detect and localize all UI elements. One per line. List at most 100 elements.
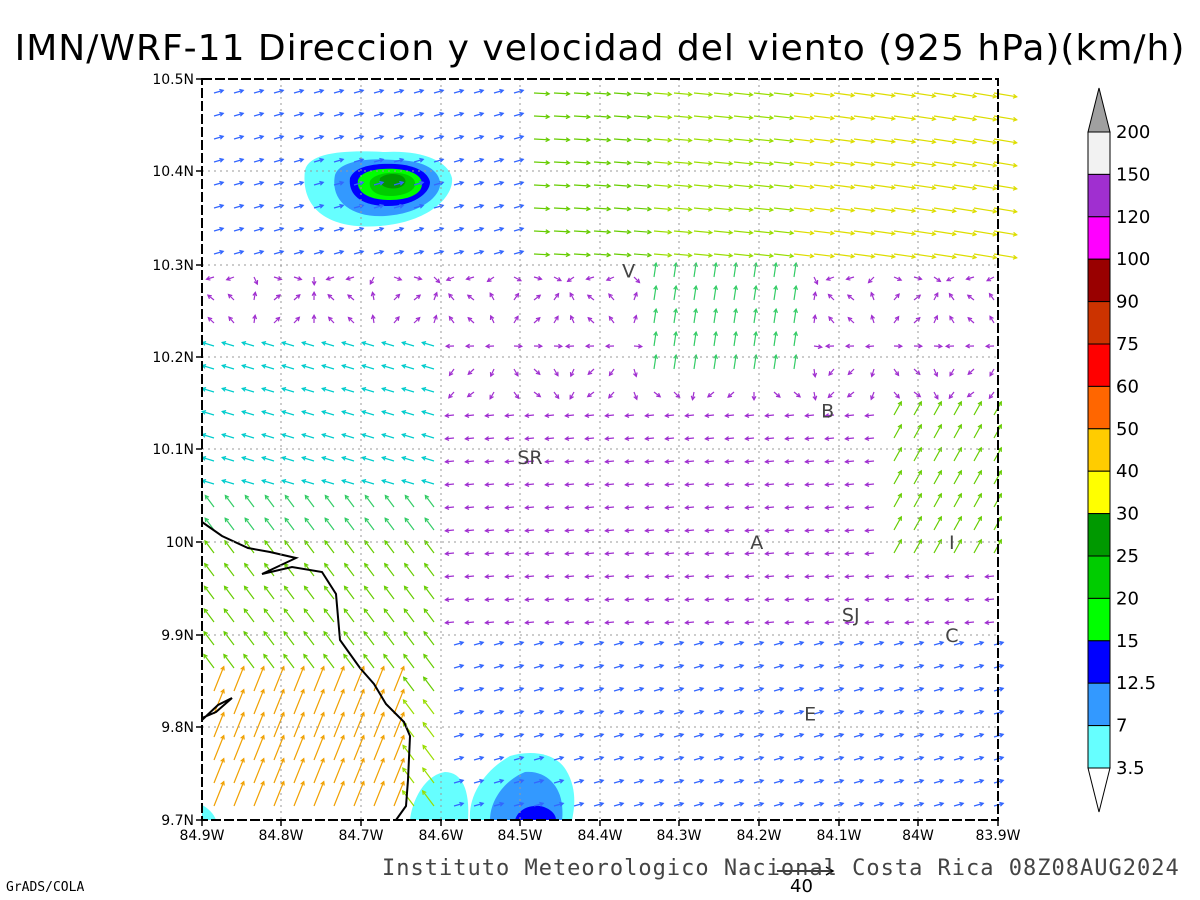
wind-arrow (833, 663, 845, 669)
wind-arrow (364, 517, 375, 531)
wind-arrow (913, 368, 921, 376)
wind-arrow (944, 620, 955, 625)
wind-arrow (844, 551, 855, 556)
wind-arrow (733, 207, 754, 213)
colorbar-label: 150 (1116, 164, 1150, 185)
wind-arrow (673, 91, 693, 97)
wind-arrow (944, 343, 955, 349)
wind-arrow (313, 780, 325, 807)
wind-arrow (653, 330, 659, 347)
wind-arrow (953, 230, 978, 237)
wind-arrow (333, 734, 345, 761)
wind-arrow (453, 111, 465, 117)
wind-arrow (453, 203, 465, 209)
wind-arrow (493, 801, 505, 807)
wind-arrow (201, 364, 215, 370)
wind-arrow (613, 91, 632, 97)
wind-arrow (913, 663, 925, 669)
wind-arrow (933, 161, 957, 168)
wind-arrow (383, 653, 395, 669)
wind-arrow (753, 307, 759, 324)
wind-arrow (893, 801, 905, 807)
wind-arrow (273, 134, 285, 140)
wind-arrow (233, 180, 245, 186)
wind-arrow (693, 778, 705, 784)
wind-arrow (553, 252, 571, 258)
wind-arrow (653, 284, 659, 301)
wind-arrow (513, 709, 525, 715)
wind-arrow (973, 755, 985, 761)
wind-arrow (253, 180, 265, 186)
wind-arrow (664, 436, 675, 441)
wind-arrow (273, 711, 285, 738)
wind-arrow (513, 686, 525, 692)
wind-arrow (484, 505, 495, 510)
wind-arrow (293, 157, 305, 163)
colorbar-swatch (1087, 682, 1111, 727)
wind-arrow (733, 138, 754, 144)
city-label: B (821, 401, 834, 423)
wind-arrow (321, 364, 335, 370)
wind-arrow (433, 111, 445, 117)
wind-arrow (213, 665, 225, 692)
wind-arrow (553, 183, 571, 189)
wind-arrow (653, 229, 673, 235)
wind-arrow (933, 686, 945, 692)
wind-arrow (704, 459, 715, 464)
wind-arrow (704, 620, 715, 625)
wind-arrow (664, 482, 675, 487)
wind-arrow (833, 732, 845, 738)
wind-arrow (804, 597, 815, 602)
wind-arrow (673, 114, 693, 120)
colorbar-label: 12.5 (1116, 673, 1156, 694)
wind-arrow (824, 459, 835, 464)
wind-arrow (433, 249, 445, 255)
wind-arrow (873, 663, 885, 669)
wind-arrow (264, 494, 275, 508)
city-label: E (804, 703, 816, 725)
wind-arrow (733, 640, 745, 646)
wind-arrow (633, 137, 653, 143)
latitude-labels: 10.5N 10.4N 10.3N 10.2N 10.1N 10N 9.9N 9… (152, 72, 194, 829)
wind-arrow (413, 134, 425, 140)
wind-arrow (504, 574, 515, 579)
wind-arrow (744, 620, 755, 625)
wind-arrow (341, 433, 355, 439)
wind-arrow (733, 801, 745, 807)
wind-arrow (744, 551, 755, 556)
wind-arrow (573, 206, 592, 212)
wind-arrow (223, 562, 235, 577)
wind-arrow (484, 597, 495, 602)
wind-arrow (252, 314, 258, 324)
wind-arrow (624, 528, 635, 533)
wind-arrow (653, 732, 665, 738)
wind-arrow (953, 538, 962, 554)
wind-arrow (724, 436, 735, 441)
wind-arrow (533, 755, 545, 761)
wind-arrow (243, 653, 255, 669)
wind-arrow (383, 608, 395, 623)
wind-arrow (533, 183, 551, 189)
wind-arrow (347, 294, 355, 301)
wind-arrow (493, 663, 505, 669)
wind-arrow (724, 459, 735, 464)
wind-arrow (690, 391, 696, 401)
wind-arrow (253, 757, 265, 784)
lon-label: 84.1W (816, 828, 861, 844)
wind-arrow (587, 316, 595, 324)
wind-arrow (401, 456, 415, 462)
wind-arrow (753, 138, 775, 144)
wind-arrow (624, 436, 635, 441)
wind-arrow (604, 505, 615, 510)
wind-arrow (393, 226, 405, 232)
colorbar-label: 30 (1116, 504, 1139, 525)
wind-arrow (764, 528, 775, 533)
wind-arrow (624, 413, 635, 418)
wind-arrow (633, 343, 644, 349)
wind-arrow (533, 316, 541, 324)
wind-arrow (273, 780, 285, 807)
wind-arrow (323, 653, 335, 669)
wind-arrow (793, 330, 799, 347)
wind-arrow (223, 630, 235, 646)
